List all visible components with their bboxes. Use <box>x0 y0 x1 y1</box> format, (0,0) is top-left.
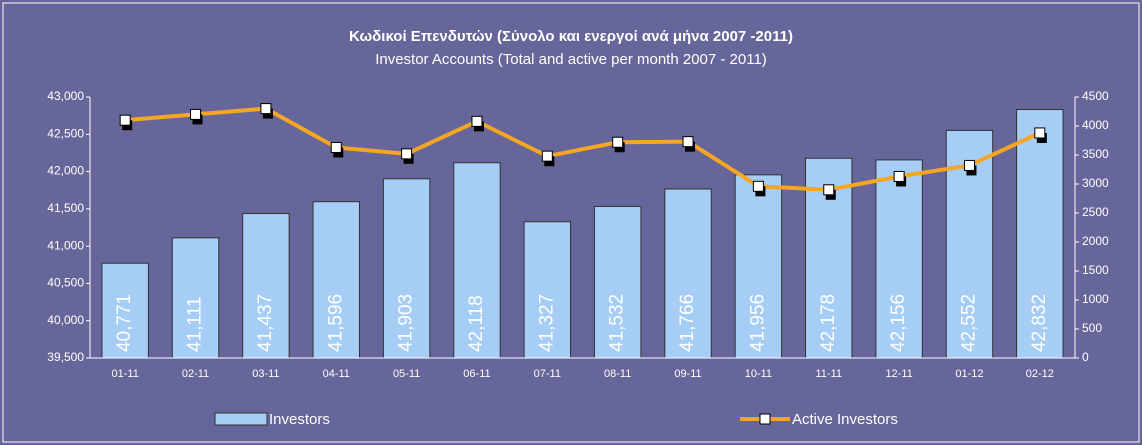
bar-label: 41,532 <box>607 294 628 352</box>
x-tick-label: 07-11 <box>534 368 561 380</box>
y2-tick-label: 500 <box>1082 321 1102 335</box>
y2-tick-label: 2500 <box>1082 205 1109 219</box>
marker <box>330 141 342 153</box>
x-tick-label: 12-11 <box>885 368 912 380</box>
bar <box>312 201 360 359</box>
bar-label: 42,832 <box>1029 294 1050 352</box>
bar <box>1016 109 1064 359</box>
legend-swatch <box>214 412 268 426</box>
marker <box>893 170 905 182</box>
bar <box>171 237 220 359</box>
bar-label: 41,766 <box>677 294 698 352</box>
marker <box>471 115 483 127</box>
y-tick-label: 40,500 <box>47 276 84 290</box>
y-tick-label: 40,000 <box>47 313 84 327</box>
bar-label: 42,552 <box>958 294 979 352</box>
y2-tick-label: 3000 <box>1082 176 1109 190</box>
bar <box>101 262 149 359</box>
bar <box>875 159 923 359</box>
bar-label: 41,111 <box>185 297 206 352</box>
bar <box>664 188 712 359</box>
marker <box>682 136 694 148</box>
x-tick-label: 03-11 <box>252 368 279 380</box>
marker <box>612 136 624 148</box>
bar-label: 42,156 <box>888 294 909 352</box>
y2-tick-label: 4500 <box>1082 89 1109 103</box>
y-tick-label: 41,000 <box>47 238 84 252</box>
y2-tick-label: 4000 <box>1082 118 1109 132</box>
x-tick-label: 11-11 <box>815 368 842 380</box>
x-tick-label: 05-11 <box>393 368 420 380</box>
bar-label: 41,596 <box>325 294 346 352</box>
marker <box>963 159 975 171</box>
bar <box>593 205 642 359</box>
bar-label: 41,956 <box>747 294 768 352</box>
marker <box>401 148 413 160</box>
x-tick-label: 08-11 <box>604 368 631 380</box>
legend-marker <box>759 413 771 425</box>
chart-title: Κωδικοί Επενδυτών (Σύνολο και ενεργοί αν… <box>349 28 793 45</box>
x-tick-label: 01-11 <box>112 368 139 380</box>
y-tick-label: 42,500 <box>47 126 84 140</box>
marker <box>752 180 764 192</box>
legend-label: Investors <box>269 411 330 428</box>
y2-tick-label: 3500 <box>1082 147 1109 161</box>
marker <box>260 103 272 115</box>
x-tick-label: 06-11 <box>463 368 490 380</box>
line <box>125 106 1041 192</box>
bar-label: 41,903 <box>396 294 417 352</box>
bar-label: 42,118 <box>466 295 487 352</box>
x-tick-label: 02-11 <box>182 368 209 380</box>
bar <box>734 174 783 359</box>
chart-subtitle: Investor Accounts (Total and active per … <box>375 51 767 68</box>
x-tick-label: 10-11 <box>745 368 772 380</box>
x-tick-label: 09-11 <box>674 368 701 380</box>
y-tick-label: 41,500 <box>47 201 84 215</box>
bar <box>242 213 290 359</box>
bar <box>523 221 572 359</box>
x-tick-label: 01-12 <box>955 368 983 380</box>
x-tick-label: 04-11 <box>323 368 350 380</box>
marker <box>190 108 202 120</box>
x-tick-label: 02-12 <box>1026 368 1054 380</box>
y-tick-label: 39,500 <box>47 350 84 364</box>
bar <box>453 162 501 359</box>
marker <box>119 114 131 126</box>
marker <box>541 150 553 162</box>
bar <box>382 178 431 359</box>
y-tick-label: 43,000 <box>47 89 84 103</box>
legend-label: Active Investors <box>792 411 898 428</box>
bar-label: 41,327 <box>536 294 557 352</box>
y2-tick-label: 1500 <box>1082 263 1109 277</box>
y2-tick-label: 2000 <box>1082 234 1109 248</box>
y2-tick-label: 0 <box>1082 350 1089 364</box>
marker <box>1034 127 1046 139</box>
marker <box>823 184 835 196</box>
bar-label: 41,437 <box>255 294 276 352</box>
y2-tick-label: 1000 <box>1082 292 1109 306</box>
bar-label: 40,771 <box>114 294 135 352</box>
y-tick-label: 42,000 <box>47 164 84 178</box>
bar-label: 42,178 <box>818 294 839 352</box>
